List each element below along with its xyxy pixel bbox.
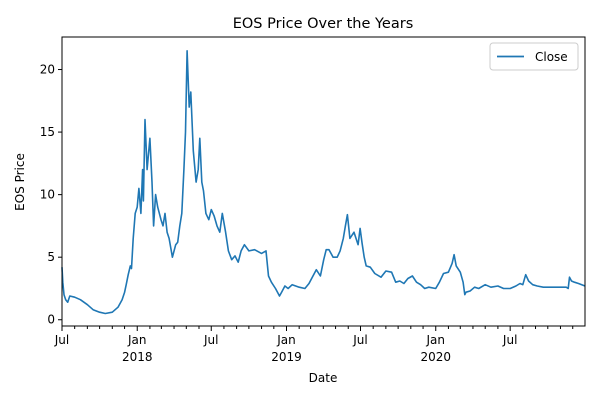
x-tick-label: Jan <box>425 333 445 347</box>
x-axis: Jul Jan 2018 Jul Jan 2019 Jul Jan 2020 Jul <box>54 326 574 364</box>
legend-box <box>489 42 579 71</box>
x-tick-label: Jul <box>502 333 517 347</box>
plot-frame <box>61 36 586 327</box>
legend-label-close: Close <box>535 50 568 64</box>
x-tick-year-label: 2020 <box>420 350 451 364</box>
legend: Close <box>489 42 579 71</box>
y-tick-label: 15 <box>40 125 55 139</box>
x-axis-title: Date <box>309 371 338 385</box>
chart-title: EOS Price Over the Years <box>233 16 414 32</box>
x-tick-label: Jul <box>352 333 367 347</box>
y-axis: 0 5 10 15 20 <box>40 63 62 327</box>
y-axis-title: EOS Price <box>13 153 27 211</box>
y-tick-label: 20 <box>40 63 55 77</box>
x-tick-label: Jul <box>203 333 218 347</box>
x-tick-label: Jan <box>276 333 296 347</box>
x-tick-label: Jan <box>127 333 147 347</box>
y-tick-label: 10 <box>40 188 55 202</box>
x-tick-year-label: 2019 <box>271 350 302 364</box>
x-tick-year-label: 2018 <box>122 350 153 364</box>
y-tick-label: 5 <box>47 250 55 264</box>
x-tick-label: Jul <box>54 333 69 347</box>
series-line-close <box>61 50 586 315</box>
y-tick-label: 0 <box>47 313 55 327</box>
